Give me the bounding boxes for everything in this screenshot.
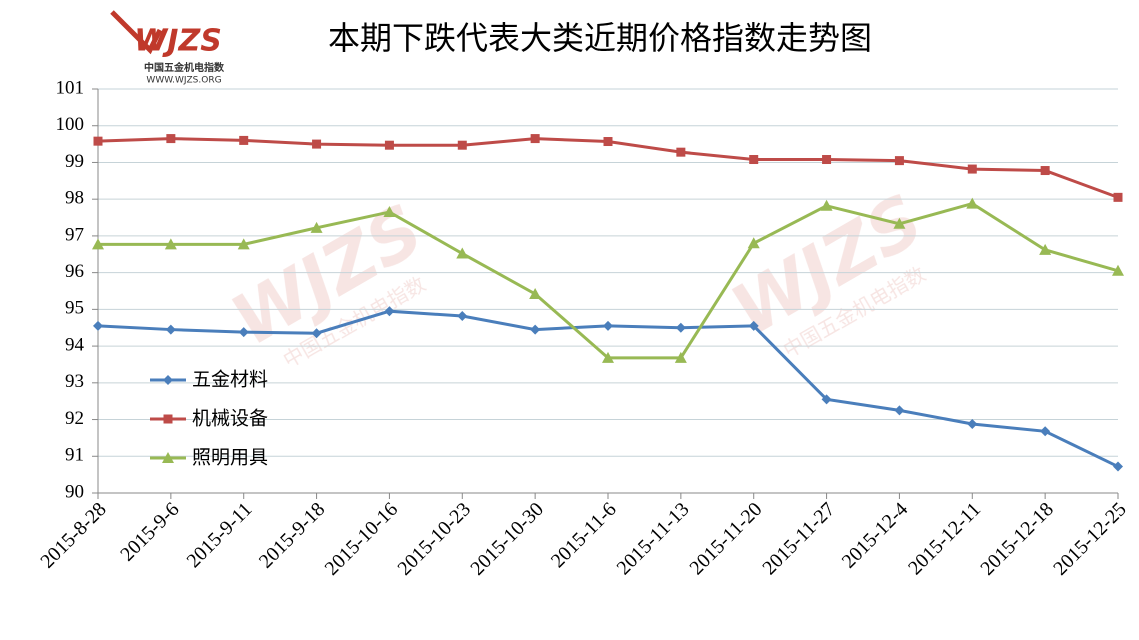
point [166,134,176,144]
point [238,327,249,338]
point [893,217,906,229]
point [529,287,542,299]
point [92,238,104,250]
y-tick-label: 97 [65,224,84,245]
legend-label: 五金材料 [192,369,268,391]
point [165,324,176,335]
point [93,136,103,146]
y-tick-label: 98 [65,188,84,209]
point [674,351,687,363]
y-tick-label: 91 [65,445,84,466]
point [675,322,686,333]
point [163,375,173,385]
legend-label: 照明用具 [192,447,268,469]
point [237,238,250,250]
point [748,320,759,331]
legend-label: 机械设备 [192,408,268,430]
point [456,247,469,259]
point [457,310,468,321]
point [310,221,323,233]
point [1112,264,1124,276]
point [1113,192,1123,202]
point [162,452,174,463]
point [530,324,541,335]
point [384,140,394,150]
y-tick-label: 96 [65,261,84,282]
point [603,137,613,147]
point [967,164,977,174]
logo-arrow [110,10,163,55]
chart-title: 本期下跌代表大类近期价格指数走势图 [328,19,872,57]
y-tick-label: 94 [65,334,85,355]
point [749,155,759,165]
y-tick-label: 93 [65,371,84,392]
point [822,155,832,165]
point [894,156,904,166]
point [384,306,395,317]
point [603,320,613,331]
y-tick-label: 99 [65,151,84,172]
point [894,405,905,416]
point [747,237,760,249]
point [1040,426,1051,437]
y-tick-label: 101 [56,77,85,98]
point [966,197,979,209]
logo-mark: WJZS [134,24,222,59]
y-tick-label: 92 [65,408,84,429]
point [457,140,467,150]
logo-url: WWW.WJZS.ORG [146,76,221,86]
y-tick-label: 95 [65,298,84,319]
point [602,351,614,363]
point [239,135,249,145]
point [676,147,686,157]
point [163,414,173,424]
logo-name: 中国五金机电指数 [144,61,225,74]
point [1039,243,1052,255]
y-tick-label: 90 [65,481,84,502]
point [820,199,833,211]
point [383,206,396,218]
point [311,328,322,339]
point [967,418,978,429]
y-tick-label: 100 [56,114,85,135]
logo: WJZS 中国五金机电指数 WWW.WJZS.ORG [110,10,225,86]
point [93,320,103,331]
point [530,134,540,144]
point [312,139,322,149]
point [1113,461,1123,472]
point [821,394,832,405]
point [164,238,177,250]
point [1040,166,1050,176]
